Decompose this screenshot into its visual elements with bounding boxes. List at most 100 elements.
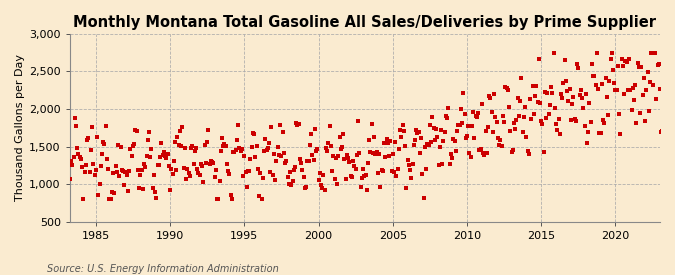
- Point: [400, 144, 410, 148]
- Point: [264, 141, 275, 146]
- Title: Monthly Montana Total Gasoline All Sales/Deliveries by Prime Supplier: Monthly Montana Total Gasoline All Sales…: [74, 15, 656, 30]
- Point: [260, 137, 271, 141]
- Point: [250, 155, 261, 160]
- Point: [275, 123, 286, 127]
- Point: [338, 132, 349, 137]
- Point: [468, 109, 479, 114]
- Point: [271, 159, 282, 164]
- Text: Source: U.S. Energy Information Administration: Source: U.S. Energy Information Administ…: [47, 264, 279, 274]
- Point: [621, 60, 632, 64]
- Point: [554, 131, 565, 136]
- Point: [495, 138, 506, 142]
- Point: [177, 125, 188, 129]
- Point: [101, 157, 112, 161]
- Point: [630, 82, 641, 87]
- Point: [566, 118, 576, 122]
- Point: [98, 140, 109, 144]
- Point: [641, 88, 652, 93]
- Point: [227, 150, 238, 154]
- Point: [359, 174, 370, 179]
- Point: [123, 188, 134, 193]
- Point: [549, 106, 560, 110]
- Point: [122, 173, 132, 177]
- Point: [406, 176, 416, 181]
- Point: [346, 175, 357, 179]
- Point: [489, 91, 500, 96]
- Point: [339, 156, 350, 161]
- Point: [454, 122, 465, 127]
- Point: [474, 147, 485, 152]
- Point: [318, 173, 329, 177]
- Point: [516, 76, 526, 81]
- Point: [233, 123, 244, 127]
- Point: [426, 139, 437, 144]
- Point: [441, 114, 452, 118]
- Point: [105, 197, 116, 201]
- Point: [306, 132, 317, 136]
- Point: [88, 162, 99, 166]
- Point: [649, 51, 659, 55]
- Point: [144, 130, 155, 134]
- Point: [472, 111, 483, 115]
- Point: [615, 132, 626, 136]
- Point: [136, 168, 147, 172]
- Point: [279, 161, 290, 165]
- Point: [600, 76, 611, 80]
- Point: [620, 58, 630, 63]
- Point: [518, 114, 529, 119]
- Point: [110, 163, 121, 168]
- Point: [327, 168, 338, 173]
- Point: [362, 161, 373, 165]
- Point: [104, 197, 115, 201]
- Point: [186, 146, 196, 151]
- Point: [352, 153, 362, 157]
- Point: [636, 65, 647, 70]
- Point: [169, 139, 180, 144]
- Point: [556, 92, 566, 96]
- Point: [148, 173, 159, 178]
- Point: [383, 141, 394, 145]
- Point: [536, 119, 547, 123]
- Point: [109, 191, 119, 195]
- Point: [469, 136, 480, 141]
- Point: [240, 169, 251, 174]
- Point: [356, 176, 367, 180]
- Point: [569, 116, 580, 121]
- Point: [398, 128, 409, 133]
- Point: [531, 84, 541, 89]
- Point: [131, 129, 142, 133]
- Point: [176, 143, 186, 148]
- Point: [647, 82, 658, 87]
- Point: [307, 153, 318, 157]
- Point: [609, 80, 620, 85]
- Point: [462, 134, 472, 138]
- Point: [282, 175, 293, 179]
- Point: [446, 152, 456, 156]
- Point: [346, 174, 356, 178]
- Point: [367, 122, 377, 127]
- Point: [465, 155, 476, 159]
- Point: [448, 137, 459, 142]
- Point: [657, 129, 668, 133]
- Point: [153, 163, 163, 167]
- Point: [329, 177, 340, 181]
- Point: [107, 190, 117, 194]
- Point: [580, 91, 591, 96]
- Point: [411, 128, 422, 132]
- Point: [568, 95, 578, 99]
- Point: [310, 149, 321, 153]
- Point: [656, 130, 667, 134]
- Point: [244, 168, 254, 173]
- Point: [180, 145, 190, 150]
- Point: [287, 178, 298, 183]
- Point: [487, 130, 498, 134]
- Point: [270, 177, 281, 182]
- Point: [639, 76, 649, 80]
- Point: [506, 150, 517, 154]
- Point: [475, 146, 486, 151]
- Point: [232, 138, 242, 142]
- Point: [99, 142, 110, 147]
- Point: [452, 129, 462, 133]
- Point: [485, 96, 496, 100]
- Point: [601, 95, 612, 99]
